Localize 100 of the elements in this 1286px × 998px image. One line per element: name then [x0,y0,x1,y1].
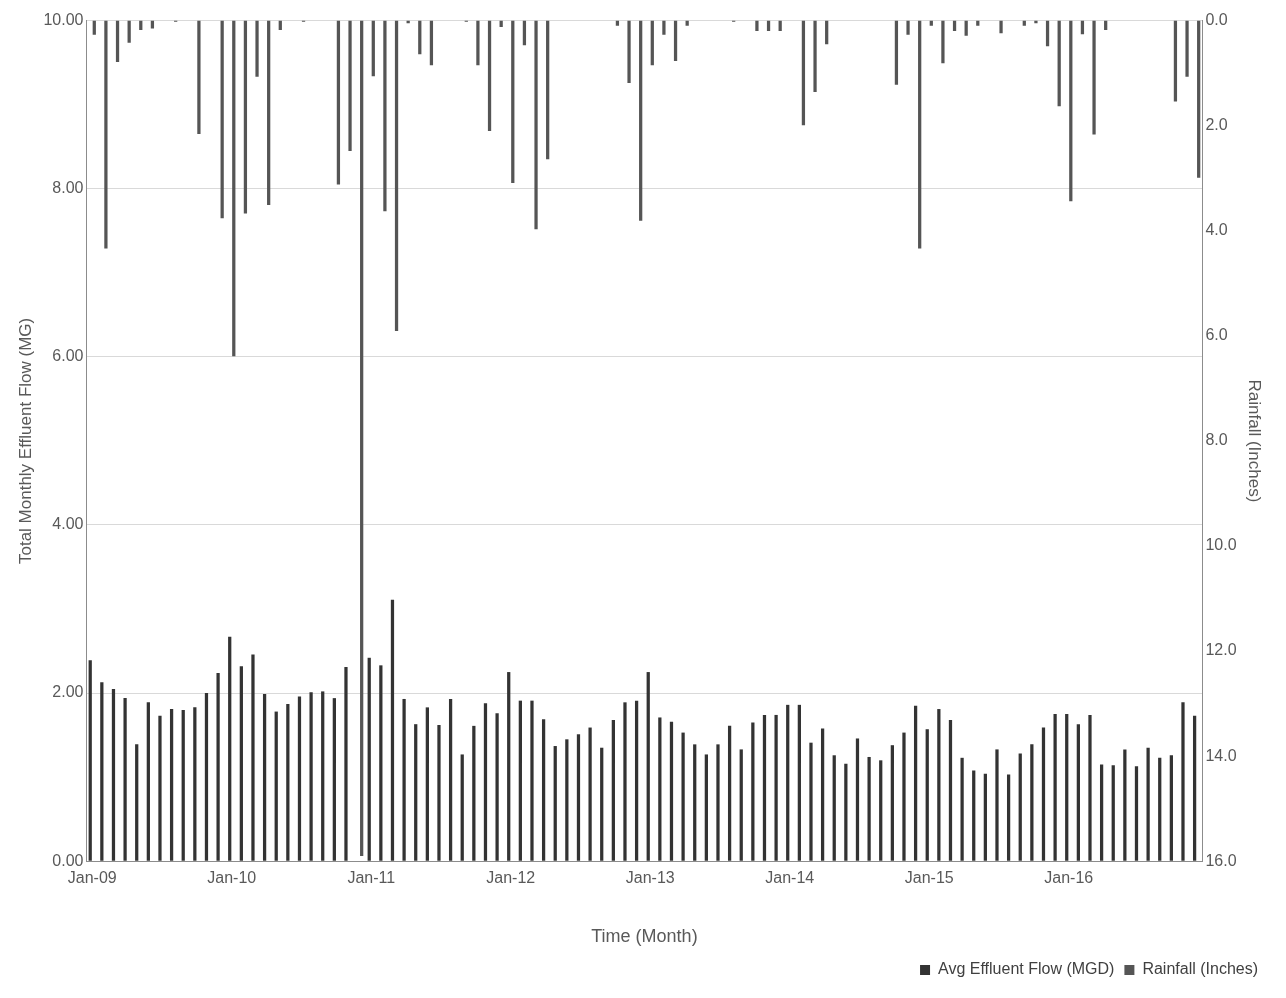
y-tick-label: 10.00 [43,11,84,29]
bar [243,20,248,214]
bar [1158,757,1162,861]
bar [220,20,224,219]
bar [332,698,336,861]
bar [751,722,755,861]
bar [146,702,150,861]
bar [797,704,801,861]
bar [739,749,743,861]
y2-tick-label: 12.0 [1205,641,1237,659]
bar [193,707,197,861]
x-tick-label: Jan-12 [486,869,536,887]
bar [92,20,96,35]
bar [941,20,945,64]
y-axis-title: Total Monthly Effluent Flow (MG) [15,317,35,565]
bar [855,738,860,861]
y2-axis-title: Rainfall (Inches) [1245,379,1265,503]
bar [383,20,387,212]
bar [913,705,918,861]
bar [507,672,511,861]
bar [522,20,527,46]
bar [894,20,899,85]
y2-tick-label: 14.0 [1205,746,1237,764]
bar [418,20,422,55]
bar [867,756,871,861]
bar [704,754,708,861]
bar [511,20,515,183]
y-tick-label: 8.00 [52,179,84,197]
bar [879,760,883,861]
bar [1192,715,1197,861]
bar [286,704,290,861]
bar [727,725,732,861]
bar [115,20,120,63]
bar [937,709,941,861]
bar [495,713,499,861]
bar [669,721,674,861]
y2-tick-label: 6.0 [1205,326,1228,344]
bar [1173,20,1178,102]
bar [251,654,255,861]
bar [983,773,987,861]
bar [623,702,627,861]
bar [262,693,267,861]
bar [127,20,131,43]
bar [530,700,534,861]
bar [394,20,399,332]
bar [906,20,910,35]
bar [762,714,767,861]
bar [890,745,894,861]
bar [472,725,476,861]
bar [995,749,999,861]
x-axis-title: Time (Month) [591,926,698,947]
bar [1146,747,1150,861]
bar [948,719,953,861]
bar [1057,20,1061,107]
bar [553,746,557,861]
bar [844,763,848,861]
y-tick-label: 6.00 [52,347,84,365]
bar [1041,727,1046,861]
y2-tick-label: 2.0 [1205,116,1228,134]
bar [111,688,116,861]
y-tick-label: 4.00 [52,515,84,533]
bar [104,20,108,249]
bar [658,717,662,861]
bar [809,742,813,861]
bar [348,20,352,151]
bar [100,682,104,861]
bar [158,715,162,861]
bar [1065,714,1069,861]
bar [576,734,581,861]
bar [716,744,720,861]
bar [267,20,271,206]
bar [1134,766,1139,861]
x-tick-label: Jan-13 [625,869,675,887]
bar [646,672,650,861]
bar [1069,20,1073,202]
bar [429,20,434,66]
bar [681,732,685,861]
bar [534,20,538,230]
bar [1197,20,1201,178]
bar [565,739,569,861]
bar [371,20,375,77]
bar [1018,753,1022,861]
bar [801,20,806,126]
bar [820,728,825,861]
legend-label: Avg Effluent Flow (MGD) [938,960,1115,978]
bar [518,700,522,861]
bar [1006,774,1011,861]
bar [786,704,790,861]
bar [813,20,817,93]
bar [483,703,488,861]
bar [216,672,220,861]
bar [274,711,278,861]
y-tick-label: 2.00 [52,683,84,701]
bar [360,20,364,856]
bar [964,20,968,36]
bar [181,709,185,861]
bar [1181,702,1185,861]
bar [1123,749,1127,861]
bar [1092,20,1096,135]
bar [1185,20,1189,77]
